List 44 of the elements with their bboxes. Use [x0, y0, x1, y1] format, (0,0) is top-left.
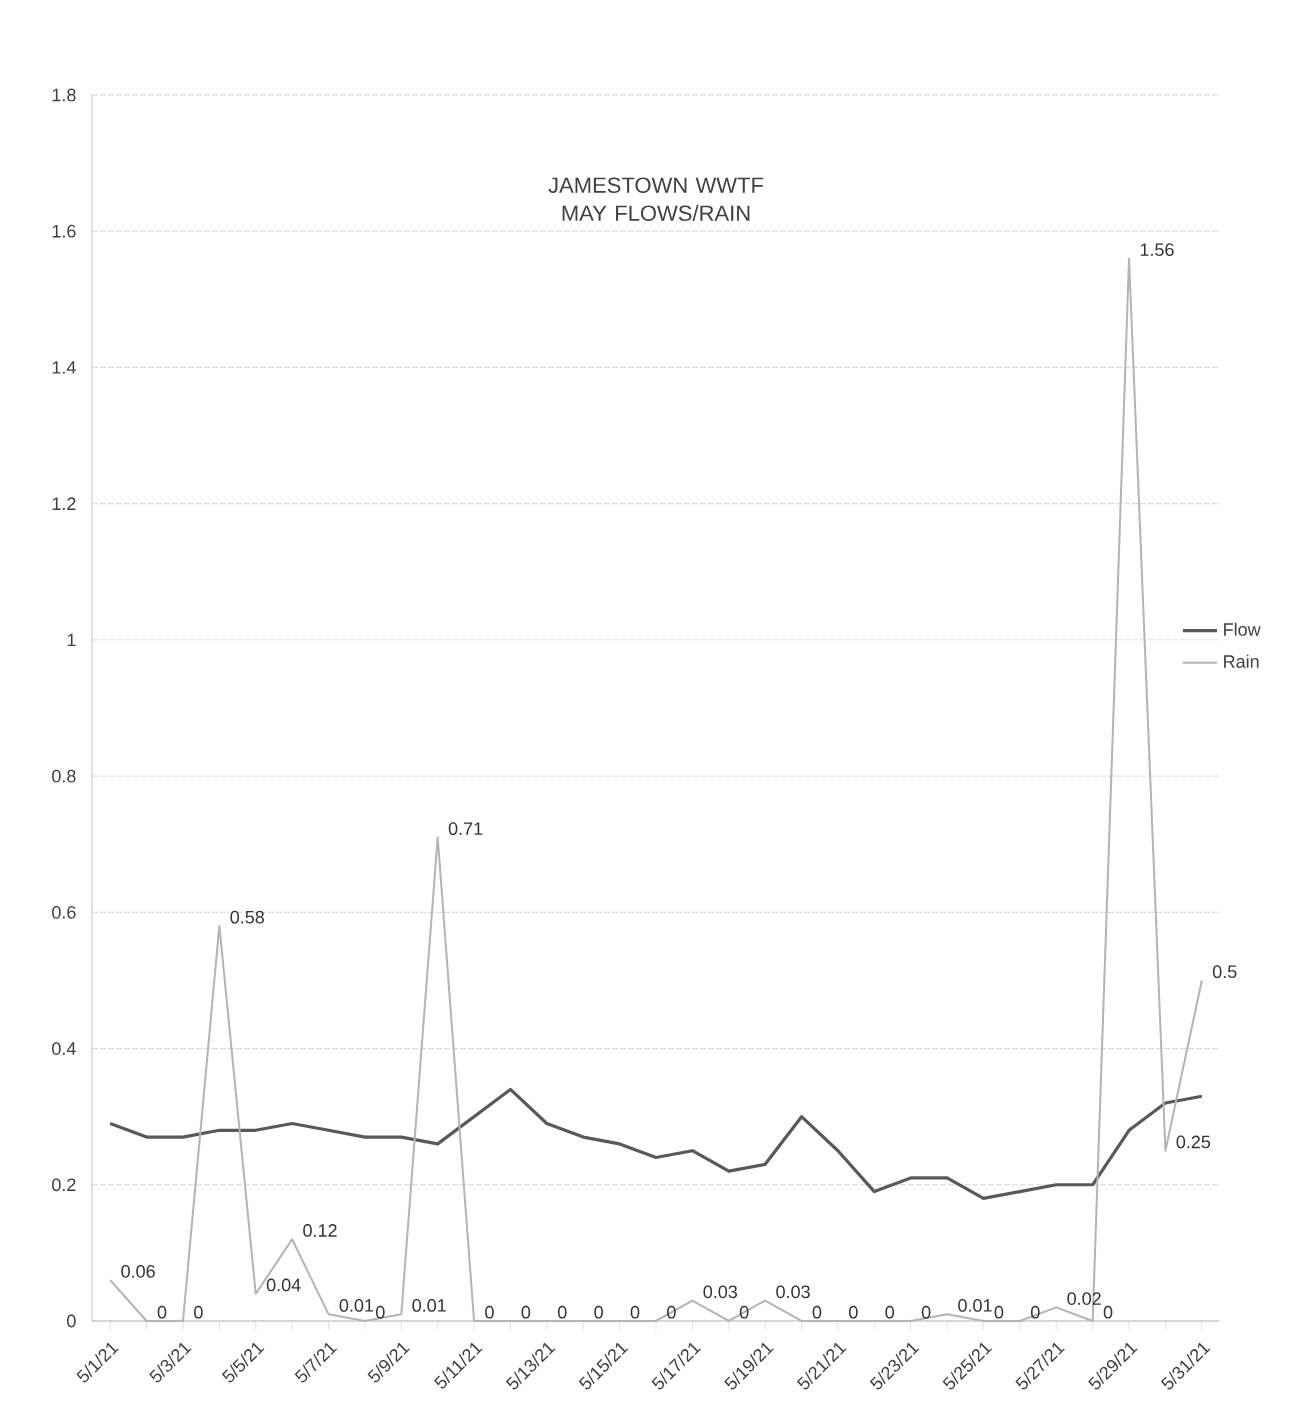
y-tick-label: 0.4: [52, 1042, 76, 1055]
y-tick-label: 1.2: [52, 497, 76, 510]
y-tick-label: 0.2: [52, 1178, 76, 1192]
y-tick-label: 0: [67, 1314, 76, 1328]
data-label: 0.71: [448, 822, 483, 836]
y-tick-label: 1.4: [52, 361, 76, 374]
data-label: 0.25: [1176, 1135, 1211, 1149]
data-label: 0: [739, 1305, 749, 1319]
data-label: 0: [194, 1305, 203, 1319]
data-label: 0.01: [412, 1299, 446, 1312]
data-label: 0: [921, 1305, 931, 1319]
y-tick-label: 0.8: [52, 769, 76, 783]
data-label: 0.12: [303, 1224, 337, 1237]
data-label: 0.01: [958, 1299, 992, 1312]
legend-label: Flow: [1224, 622, 1261, 636]
data-label: 0: [521, 1305, 531, 1319]
data-label: 0: [1030, 1305, 1040, 1319]
data-label: 0: [849, 1305, 858, 1319]
data-label: 0: [994, 1305, 1004, 1319]
data-label: 0.58: [230, 910, 264, 924]
y-tick-label: 0.6: [52, 905, 76, 919]
data-label: 0: [157, 1305, 167, 1319]
data-label: 0.06: [121, 1264, 155, 1278]
data-label: 0.01: [339, 1299, 374, 1312]
data-label: 1.56: [1140, 243, 1174, 257]
data-label: 0: [376, 1305, 385, 1319]
data-label: 0: [812, 1305, 822, 1319]
data-label: 0.02: [1067, 1292, 1101, 1305]
data-label: 0: [667, 1305, 676, 1319]
legend-label: Rain: [1224, 654, 1259, 668]
y-tick-label: 1: [67, 633, 76, 647]
y-tick-label: 1.6: [52, 224, 76, 238]
data-label: 0.04: [266, 1278, 301, 1292]
data-label: 0: [485, 1305, 494, 1319]
y-tick-label: 1.8: [52, 88, 76, 102]
data-label: 0: [594, 1305, 603, 1319]
text: JAMESTOWN WWTF MAY FLOWS/RAIN: [548, 177, 764, 221]
data-label: 0: [1103, 1305, 1113, 1319]
data-label: 0: [630, 1305, 640, 1319]
data-label: 0: [557, 1305, 567, 1319]
data-label: 0.03: [776, 1285, 810, 1299]
data-label: 0.03: [703, 1285, 738, 1299]
data-label: 0: [885, 1305, 895, 1319]
data-label: 0.5: [1212, 965, 1237, 979]
